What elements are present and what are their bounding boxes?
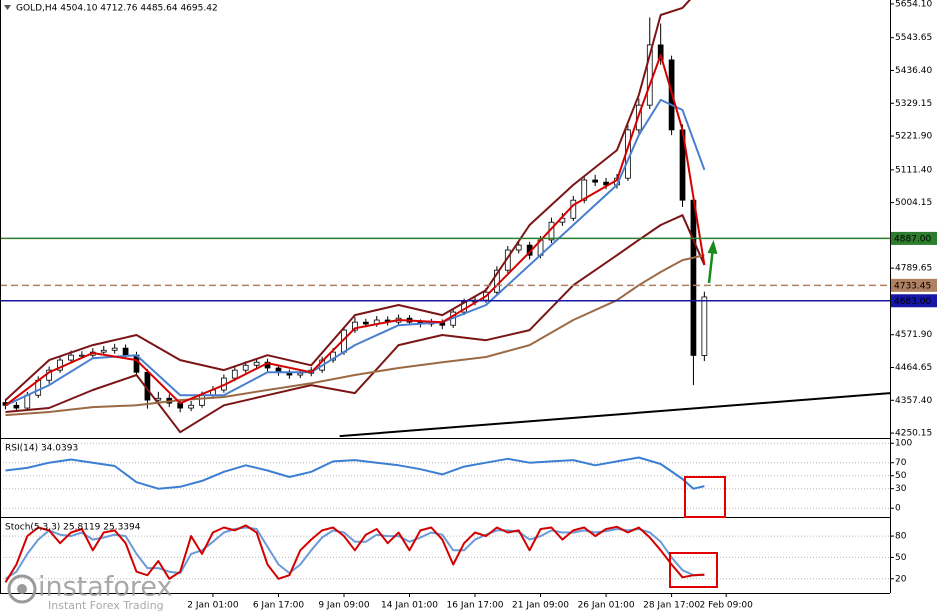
candle-body (494, 269, 500, 293)
y-tick-label: 4571.90 (895, 330, 932, 340)
candle-body (646, 44, 653, 106)
candle-body (592, 179, 599, 183)
oscillator-line (5, 456, 705, 490)
x-tick-label: 26 Jan 01:00 (578, 601, 635, 611)
y-tick-label: 50 (895, 471, 907, 481)
candle-body (57, 359, 63, 371)
candle-body (570, 199, 577, 219)
candle-body (122, 347, 129, 356)
x-tick-label: 21 Jan 09:00 (512, 601, 569, 611)
y-tick-label: 5004.15 (895, 198, 932, 208)
y-tick-label: 4789.65 (895, 264, 932, 274)
y-tick-label: 20 (895, 574, 907, 584)
indicator-line (5, 98, 706, 407)
x-tick-label: 14 Jan 01:00 (381, 601, 438, 611)
watermark-brand: instaforex (38, 572, 172, 603)
panel-plot (2, 0, 890, 438)
candle-body (13, 404, 20, 409)
indicator-line (4, 54, 706, 407)
candle-body (297, 372, 304, 376)
price-level-tag (891, 231, 937, 245)
watermark-logo (17, 584, 27, 594)
x-tick-label: 9 Jan 09:00 (318, 601, 370, 611)
oscillator-line (4, 524, 705, 583)
y-tick-label: 50 (895, 553, 907, 563)
watermark: instaforex Instant Forex Trading (7, 572, 172, 612)
y-tick-label: 5543.65 (895, 33, 932, 43)
y-tick-label: 4357.40 (895, 396, 932, 406)
y-tick-label: 5111.40 (895, 165, 932, 175)
indicator-line (5, 214, 706, 434)
candle-body (362, 321, 369, 325)
y-tick-label: 30 (895, 484, 907, 494)
panel-plot (5, 456, 705, 490)
y-tick-label: 100 (895, 439, 912, 449)
y-tick-label: 4464.65 (895, 363, 932, 373)
candle-body (352, 321, 358, 331)
y-tick-label: 70 (895, 458, 907, 468)
candle-body (111, 347, 118, 351)
candle-body (188, 404, 194, 409)
price-level-label: 4887.00 (894, 234, 931, 244)
panel-title: GOLD,H4 4504.10 4712.76 4485.64 4695.42 (16, 4, 218, 14)
panel-plot (4, 524, 705, 583)
x-tick-label: 28 Jan 17:00 (643, 601, 700, 611)
candle-body (231, 369, 238, 379)
watermark-logo (7, 574, 37, 604)
trend-line (339, 392, 890, 438)
candle-body (603, 181, 609, 186)
y-tick-label: 0 (895, 504, 901, 514)
candle-body (657, 44, 664, 61)
highlight-box (684, 476, 726, 518)
x-tick-label: 6 Jan 17:00 (253, 601, 305, 611)
candle-body (690, 199, 697, 356)
price-level-tag (891, 294, 937, 308)
y-tick-label: 80 (895, 532, 907, 542)
y-tick-label: 5329.15 (895, 99, 932, 109)
x-tick-label: 2 Jan 01:00 (187, 601, 239, 611)
x-tick-label: 2 Feb 09:00 (700, 601, 754, 611)
y-tick-label: 5436.40 (895, 66, 932, 76)
y-tick-label: 5221.90 (895, 132, 932, 142)
y-tick-label: 4250.15 (895, 429, 932, 439)
candle-body (68, 354, 74, 361)
candle-body (242, 364, 249, 371)
y-tick-label: 5654.10 (895, 0, 932, 9)
panel-title: Stoch(5,3,3) 25.8119 25.3394 (5, 523, 141, 533)
symbol-menu-icon[interactable] (4, 5, 11, 10)
candle-body (515, 244, 522, 251)
candle-body (24, 394, 31, 409)
candle-body (199, 394, 205, 406)
arrow-shaft (707, 251, 714, 284)
price-level-tag (891, 278, 937, 292)
candle-body (253, 361, 260, 366)
arrow-head (707, 240, 718, 254)
indicator-line (4, 0, 692, 401)
candle-body (581, 179, 588, 201)
x-tick-label: 16 Jan 17:00 (447, 601, 504, 611)
price-level-label: 4683.00 (894, 297, 931, 307)
watermark-tagline: Instant Forex Trading (48, 599, 164, 612)
price-level-label: 4733.45 (894, 281, 931, 291)
candle-body (100, 349, 107, 353)
highlight-box (669, 552, 718, 588)
candle-body (701, 296, 708, 356)
panel-title: RSI(14) 34.0393 (5, 444, 78, 454)
